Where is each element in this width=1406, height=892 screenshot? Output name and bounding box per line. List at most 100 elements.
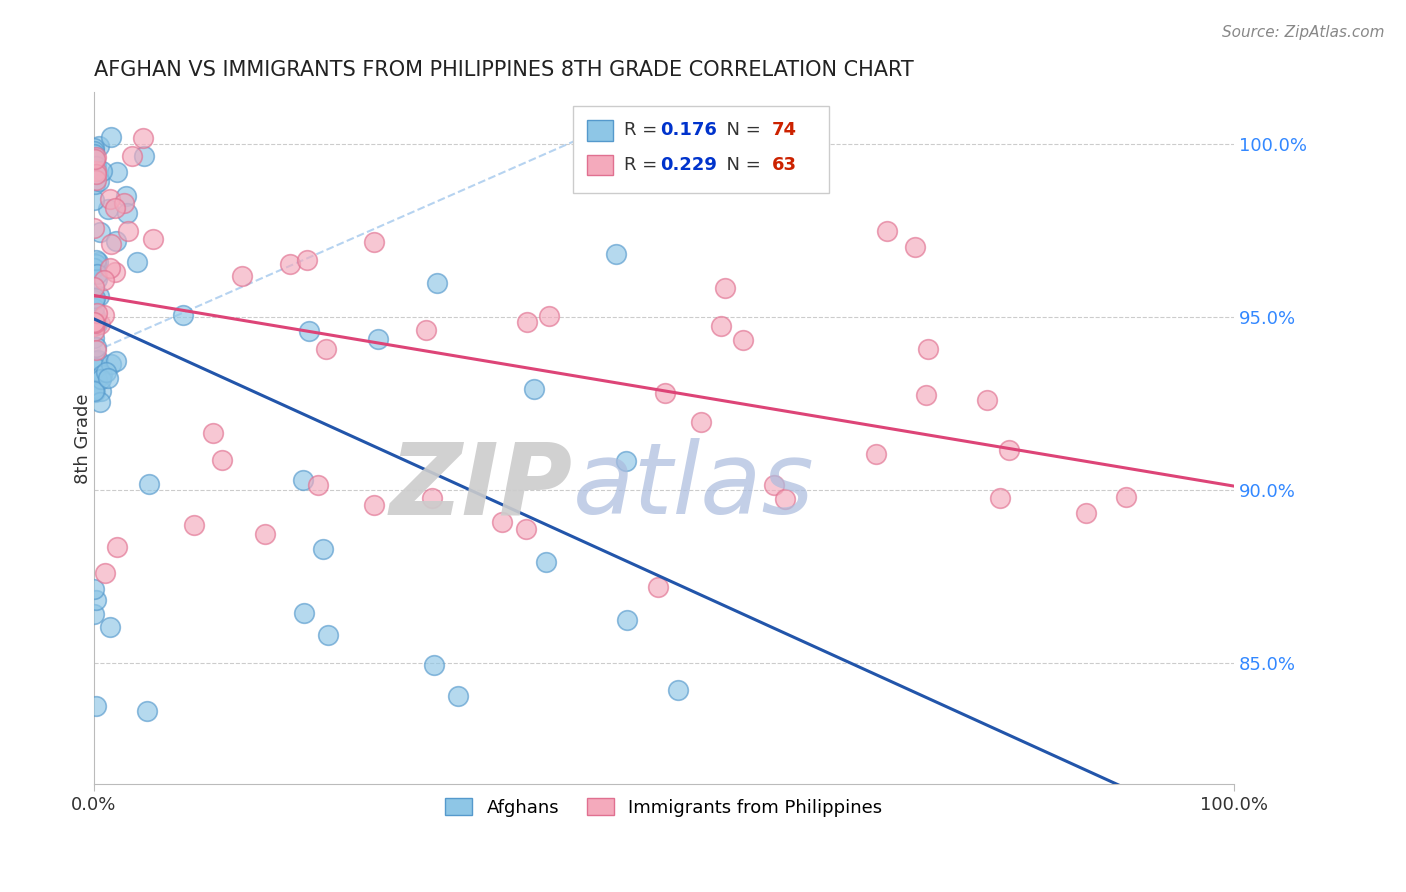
Point	[1074, 506, 1097, 520]
Point	[89, 289, 111, 303]
Point	[616, 613, 638, 627]
Point	[83, 157, 105, 171]
Point	[86, 159, 108, 173]
Point	[292, 473, 315, 487]
Point	[91, 368, 114, 383]
Point	[83, 315, 105, 329]
Point	[83, 607, 105, 622]
Point	[83, 220, 105, 235]
Point	[83, 381, 105, 395]
Point	[83, 144, 105, 158]
Point	[98, 619, 121, 633]
Point	[363, 498, 385, 512]
Point	[83, 324, 105, 338]
Point	[93, 309, 115, 323]
Text: Source: ZipAtlas.com: Source: ZipAtlas.com	[1222, 25, 1385, 40]
Point	[172, 308, 194, 322]
Point	[86, 267, 108, 281]
FancyBboxPatch shape	[588, 120, 613, 141]
Point	[605, 246, 627, 260]
Point	[253, 527, 276, 541]
Text: N =: N =	[716, 156, 766, 174]
Point	[84, 167, 107, 181]
Point	[211, 453, 233, 467]
Point	[307, 477, 329, 491]
Point	[713, 281, 735, 295]
Point	[89, 317, 111, 331]
Point	[84, 257, 107, 271]
Point	[447, 690, 470, 704]
Point	[90, 384, 112, 399]
Point	[904, 240, 927, 254]
Point	[426, 276, 449, 290]
Text: R =: R =	[624, 156, 664, 174]
Point	[423, 658, 446, 673]
Point	[104, 265, 127, 279]
Point	[84, 163, 107, 178]
Point	[105, 165, 128, 179]
Point	[83, 293, 105, 307]
Point	[84, 593, 107, 607]
Point	[90, 372, 112, 386]
Point	[84, 343, 107, 357]
Text: 0.176: 0.176	[661, 121, 717, 139]
Point	[100, 130, 122, 145]
Point	[89, 225, 111, 239]
Point	[83, 291, 105, 305]
Point	[83, 178, 105, 192]
Point	[83, 309, 105, 323]
Point	[202, 425, 225, 440]
Point	[865, 447, 887, 461]
Point	[97, 370, 120, 384]
Point	[83, 383, 105, 397]
Text: atlas: atlas	[572, 438, 814, 535]
Point	[104, 235, 127, 249]
Point	[93, 273, 115, 287]
Point	[142, 231, 165, 245]
Point	[876, 224, 898, 238]
Point	[125, 255, 148, 269]
Point	[690, 415, 713, 429]
Point	[87, 255, 110, 269]
Point	[516, 315, 538, 329]
Point	[1115, 491, 1137, 505]
Point	[647, 580, 669, 594]
Point	[84, 317, 107, 331]
Legend: Afghans, Immigrants from Philippines: Afghans, Immigrants from Philippines	[439, 791, 890, 824]
Point	[998, 443, 1021, 458]
Point	[103, 201, 125, 215]
Text: 0.229: 0.229	[661, 156, 717, 174]
Point	[710, 319, 733, 334]
Point	[117, 224, 139, 238]
Point	[292, 606, 315, 620]
Y-axis label: 8th Grade: 8th Grade	[75, 393, 91, 483]
Point	[112, 196, 135, 211]
Point	[86, 271, 108, 285]
Point	[87, 352, 110, 367]
Point	[83, 160, 105, 174]
Point	[94, 566, 117, 581]
Point	[87, 174, 110, 188]
Point	[731, 333, 754, 347]
Point	[84, 699, 107, 714]
Point	[363, 235, 385, 249]
Point	[83, 318, 105, 333]
Point	[316, 628, 339, 642]
Point	[534, 555, 557, 569]
Point	[84, 317, 107, 331]
Point	[654, 386, 676, 401]
Point	[83, 301, 105, 316]
Point	[83, 384, 105, 398]
Point	[367, 333, 389, 347]
Point	[89, 395, 111, 409]
Point	[295, 253, 318, 268]
Point	[96, 202, 118, 216]
Point	[135, 704, 157, 718]
Point	[98, 260, 121, 275]
Point	[315, 342, 337, 356]
Point	[988, 491, 1011, 506]
Point	[917, 342, 939, 356]
Point	[100, 236, 122, 251]
Point	[105, 540, 128, 554]
Point	[976, 393, 998, 408]
